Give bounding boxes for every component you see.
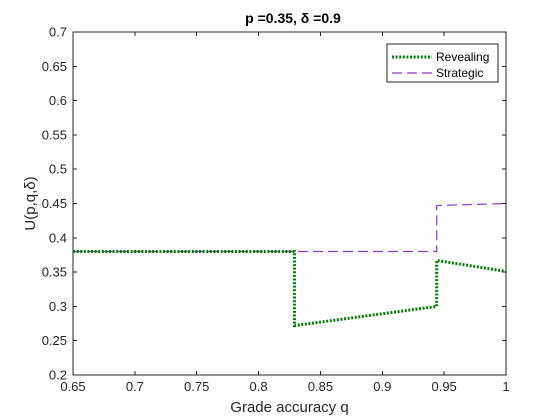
x-tick-label: 0.75 xyxy=(184,379,209,394)
x-tick-label: 0.65 xyxy=(60,379,85,394)
y-tick-label: 0.3 xyxy=(49,299,67,314)
x-tick-label: 0.85 xyxy=(308,379,333,394)
x-axis-ticks: 0.65 0.7 0.75 0.8 0.85 0.9 0.95 1 xyxy=(60,32,510,394)
y-tick-label: 0.6 xyxy=(49,93,67,108)
chart-title: p =0.35, δ =0.9 xyxy=(245,10,341,26)
series-line-revealing xyxy=(73,250,507,328)
y-tick-label: 0.65 xyxy=(42,59,67,74)
y-tick-label: 0.35 xyxy=(42,265,67,280)
series-layer xyxy=(73,202,507,328)
x-axis-title: Grade accuracy q xyxy=(230,399,348,416)
legend-label-revealing: Revealing xyxy=(436,50,489,64)
y-axis-title: U(p,q,δ) xyxy=(22,176,39,230)
y-tick-label: 0.7 xyxy=(49,25,67,40)
plot-area: 0.65 0.7 0.75 0.8 0.85 0.9 0.95 1 0.2 0.25 0.3 0.3… xyxy=(42,25,510,395)
y-tick-label: 0.2 xyxy=(49,368,67,383)
y-tick-label: 0.55 xyxy=(42,127,67,142)
y-tick-label: 0.25 xyxy=(42,333,67,348)
x-tick-label: 0.8 xyxy=(250,379,268,394)
legend-label-strategic: Strategic xyxy=(436,66,483,80)
y-axis-ticks: 0.2 0.25 0.3 0.35 0.4 0.45 0.5 0.55 0.6 0.65 0.7 xyxy=(42,25,506,383)
x-tick-label: 0.9 xyxy=(373,379,391,394)
x-tick-label: 0.95 xyxy=(431,379,456,394)
x-tick-label: 1 xyxy=(502,379,509,394)
x-tick-label: 0.7 xyxy=(126,379,144,394)
y-tick-label: 0.4 xyxy=(49,230,67,245)
y-tick-label: 0.5 xyxy=(49,162,67,177)
y-tick-label: 0.45 xyxy=(42,196,67,211)
legend-box xyxy=(386,43,499,83)
legend: Revealing Strategic xyxy=(386,43,499,83)
